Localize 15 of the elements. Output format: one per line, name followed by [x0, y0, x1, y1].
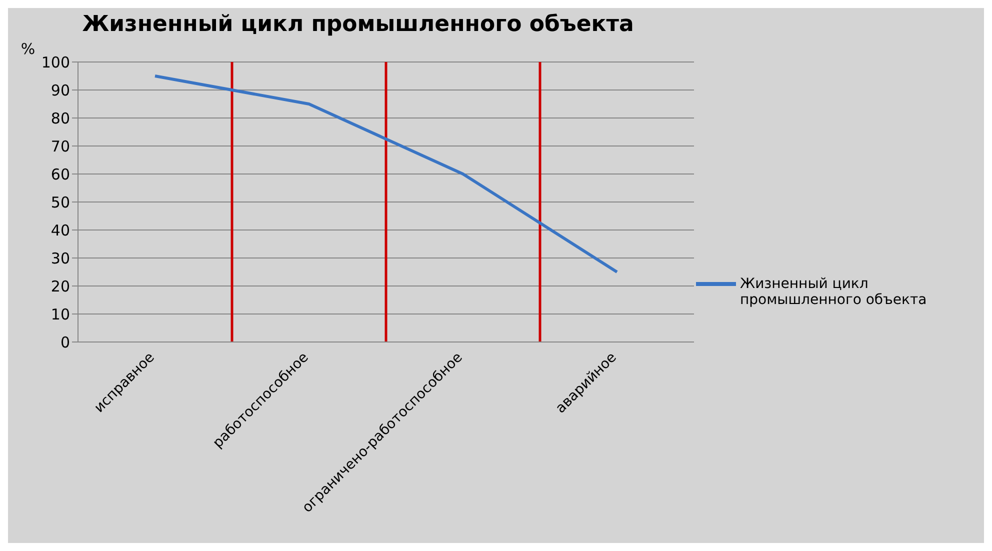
legend-label: Жизненный цикл промышленного объекта — [740, 276, 928, 308]
y-tick-label: 80 — [50, 109, 70, 128]
chart-title: Жизненный цикл промышленного объекта — [82, 12, 634, 37]
y-tick-label: 90 — [50, 81, 70, 100]
y-tick-label: 30 — [50, 249, 70, 268]
y-tick-label: 70 — [50, 137, 70, 156]
y-tick-label: 40 — [50, 221, 70, 240]
line-series — [154, 74, 618, 274]
y-tick-label: 50 — [50, 193, 70, 212]
y-tick-label: 60 — [50, 165, 70, 184]
y-tick-label: 20 — [50, 277, 70, 296]
y-tick-label: 0 — [60, 333, 70, 352]
y-tick-label: 100 — [41, 53, 70, 72]
y-axis-title: % — [20, 40, 36, 58]
y-tick-label: 10 — [50, 305, 70, 324]
